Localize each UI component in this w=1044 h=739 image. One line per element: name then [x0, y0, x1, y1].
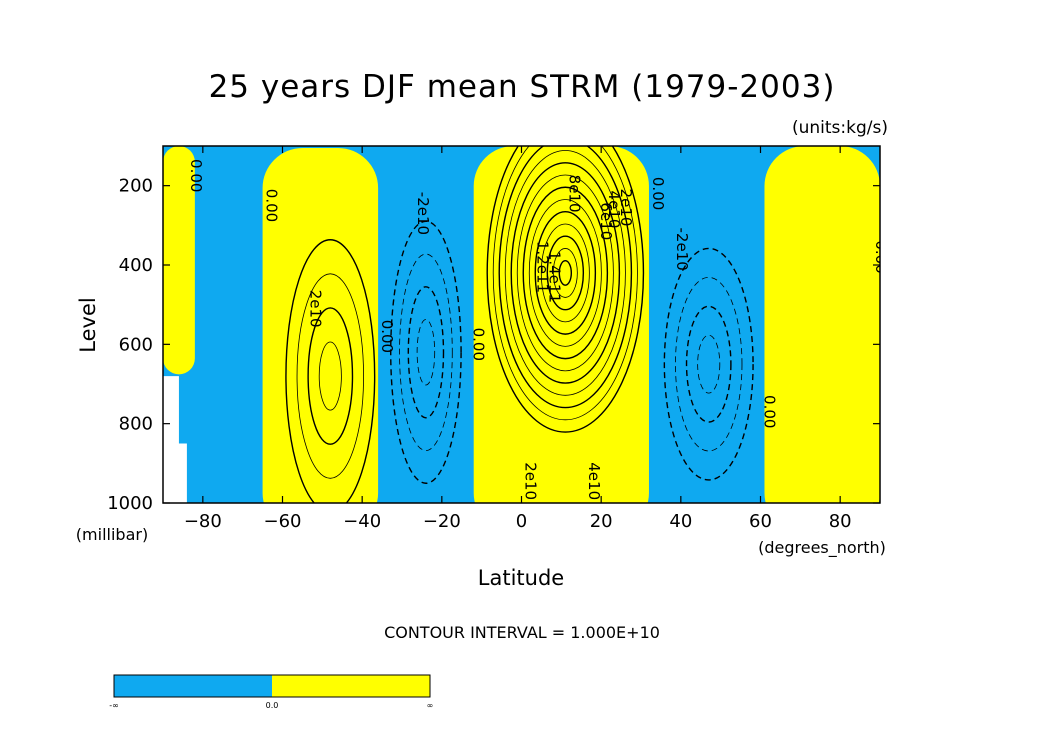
- y-tick-label: 1000: [107, 493, 153, 514]
- contour-label: 0.00: [187, 159, 205, 192]
- cell-positive-south-polar: [163, 146, 195, 375]
- x-tick-label: 40: [669, 511, 692, 532]
- contour-line: [285, 239, 376, 503]
- y-tick-label: 800: [119, 414, 153, 435]
- contour-label: 0.00: [378, 320, 396, 353]
- contour-line: [486, 146, 645, 433]
- colorbar-negative: [114, 675, 272, 697]
- undefined-region: [163, 376, 187, 503]
- y-tick-label: 200: [119, 176, 153, 197]
- colorbar-label: 0.0: [266, 701, 279, 710]
- x-tick-label: −20: [423, 511, 461, 532]
- units-label: (units:kg/s): [792, 118, 888, 138]
- y-tick-label: 600: [119, 334, 153, 355]
- contour-line: [546, 235, 585, 311]
- plot-area: 0.00 0.00 0.00 0.00 0.00 0.00 0.00 2e10 -2e10 -2e…: [107, 145, 890, 532]
- contour-line: [416, 319, 436, 386]
- contour-line: [504, 150, 626, 396]
- contour-label: 6e10: [597, 202, 615, 240]
- contour-label: -2e10: [414, 192, 432, 235]
- contour-line: [540, 223, 590, 323]
- contour-label: 0.00: [760, 395, 778, 428]
- contour-line: [307, 307, 354, 445]
- contour-label: 0.00: [649, 177, 667, 210]
- cell-positive-arctic: [764, 146, 880, 503]
- field-layer: 0.00 0.00 0.00 0.00 0.00 0.00 0.00 2e10 -2e10 -2e…: [163, 146, 890, 503]
- contour-label: 2e10: [306, 290, 324, 328]
- contour-label: 1.4e11: [545, 251, 563, 303]
- contour-line: [407, 286, 445, 419]
- contour-line: [558, 259, 573, 286]
- colorbar-frame: [113, 674, 431, 698]
- contour-label: 0.00: [263, 189, 281, 222]
- x-tick-label: −80: [184, 511, 222, 532]
- cell-positive-hadley: [473, 146, 649, 503]
- contour-line: [399, 253, 453, 451]
- x-tick-label: 60: [749, 511, 772, 532]
- contour-line: [528, 199, 602, 347]
- contour-label: 2e10: [521, 462, 539, 500]
- contour-line: [498, 146, 633, 409]
- contour-label: -2e10: [673, 227, 691, 270]
- colorbar: -∞ 0.0 ∞: [109, 674, 434, 710]
- contour-interval-note: CONTOUR INTERVAL = 1.000E+10: [384, 623, 660, 642]
- contour-line: [534, 211, 597, 335]
- x-tick-label: −40: [343, 511, 381, 532]
- y-axis-label: Level: [76, 297, 100, 352]
- y-tick-label: 400: [119, 255, 153, 276]
- y-units-label: (millibar): [76, 525, 148, 544]
- contour-label: 0.00: [872, 240, 890, 273]
- x-tick-label: −60: [264, 511, 302, 532]
- contour-line: [675, 276, 743, 452]
- x-axis-label: Latitude: [478, 566, 564, 590]
- contour-line: [390, 220, 462, 484]
- contour-line: [522, 186, 609, 360]
- colorbar-label: -∞: [109, 701, 119, 710]
- contour-line: [296, 273, 364, 479]
- contour-label: 1.2e11: [533, 241, 551, 293]
- colorbar-label: ∞: [427, 701, 434, 710]
- contour-line: [318, 341, 342, 411]
- contour-label: 0.00: [470, 328, 488, 361]
- x-tick-label: 20: [590, 511, 613, 532]
- contour-label: 2e10: [617, 189, 635, 227]
- contour-line: [516, 174, 614, 372]
- x-units-label: (degrees_north): [758, 538, 886, 558]
- chart-title: 25 years DJF mean STRM (1979-2003): [209, 69, 836, 105]
- colorbar-positive: [272, 675, 430, 697]
- contour-line: [510, 162, 621, 384]
- contour-label: 4e10: [585, 462, 603, 500]
- contour-label: 8e10: [565, 175, 583, 213]
- x-tick-label: 0: [516, 511, 527, 532]
- contour-line: [697, 334, 721, 394]
- contour-line: [685, 305, 732, 423]
- contour-label: 4e10: [605, 191, 623, 229]
- x-tick-label: 80: [829, 511, 852, 532]
- contour-line: [663, 247, 754, 481]
- contour-line: [552, 248, 578, 298]
- contour-line: [492, 146, 638, 421]
